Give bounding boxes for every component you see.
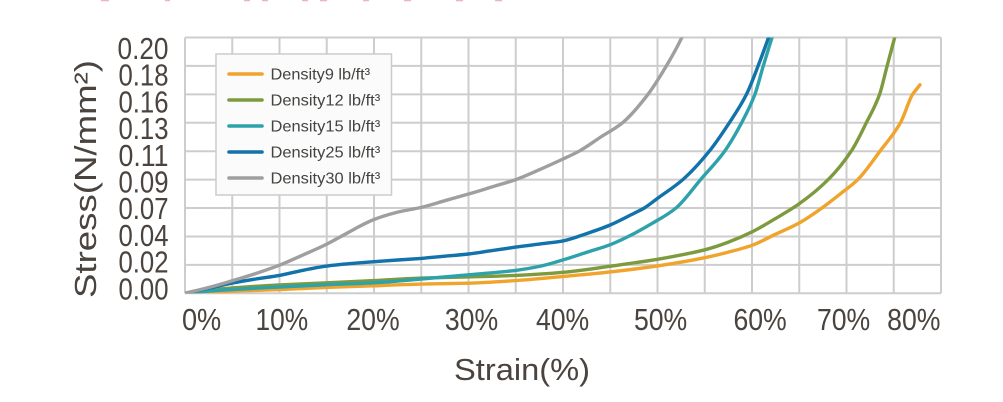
svg-text:70%: 70% xyxy=(817,302,870,337)
svg-text:0.04: 0.04 xyxy=(119,218,169,253)
svg-text:60%: 60% xyxy=(733,302,786,337)
svg-text:30%: 30% xyxy=(445,302,498,337)
svg-text:10%: 10% xyxy=(255,302,308,337)
svg-text:0.18: 0.18 xyxy=(119,58,169,93)
svg-text:50%: 50% xyxy=(634,302,687,337)
svg-text:0.16: 0.16 xyxy=(119,84,169,119)
svg-text:20%: 20% xyxy=(346,302,399,337)
svg-text:0.02: 0.02 xyxy=(119,245,169,280)
svg-text:Density30 lb/ft³: Density30 lb/ft³ xyxy=(271,171,381,188)
svg-text:80%: 80% xyxy=(887,302,940,337)
svg-text:0.07: 0.07 xyxy=(119,191,169,226)
svg-text:40%: 40% xyxy=(536,302,589,337)
svg-text:Density12 lb/ft³: Density12 lb/ft³ xyxy=(271,93,381,110)
svg-text:Density25 lb/ft³: Density25 lb/ft³ xyxy=(271,145,381,162)
svg-text:Stress(N/mm²): Stress(N/mm²) xyxy=(68,60,103,298)
svg-text:0.09: 0.09 xyxy=(119,165,169,200)
svg-text:Density15 lb/ft³: Density15 lb/ft³ xyxy=(271,119,381,136)
svg-text:0.11: 0.11 xyxy=(119,138,169,173)
svg-text:0.00: 0.00 xyxy=(119,272,169,307)
svg-text:0%: 0% xyxy=(182,302,221,337)
svg-text:Strain(%): Strain(%) xyxy=(454,352,590,387)
svg-text:0.20: 0.20 xyxy=(118,31,169,66)
svg-text:0.13: 0.13 xyxy=(119,111,169,146)
svg-text:Density9 lb/ft³: Density9 lb/ft³ xyxy=(271,67,371,84)
